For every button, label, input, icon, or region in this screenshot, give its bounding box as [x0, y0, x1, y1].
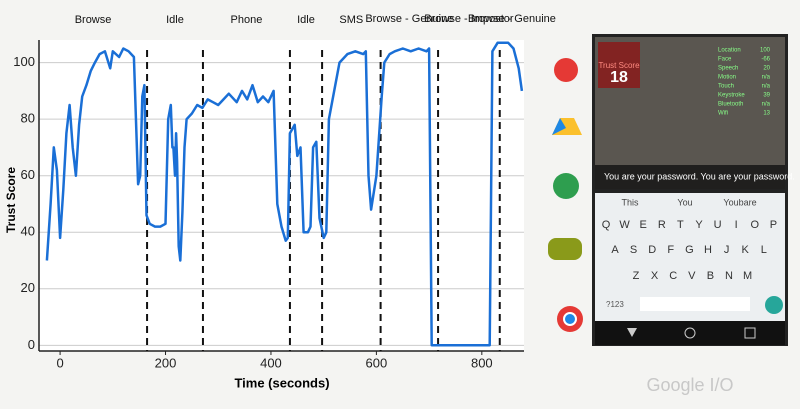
y-tick-label: 40 — [21, 224, 35, 239]
score-box — [598, 42, 640, 88]
key: A — [611, 244, 619, 256]
key: Y — [695, 219, 703, 231]
x-axis-label: Time (seconds) — [234, 375, 329, 390]
stat-name: Speech — [718, 66, 738, 72]
x-tick-label: 400 — [260, 355, 282, 370]
phase-label: Browse — [75, 14, 112, 26]
key: Q — [602, 219, 611, 231]
key: Z — [633, 270, 640, 282]
stat-name: Face — [718, 57, 732, 63]
phase-label: Phone — [231, 14, 263, 26]
stat-name: Bluetooth — [718, 102, 743, 108]
overlay-title: Trust Score — [598, 61, 640, 70]
enter-key — [765, 296, 783, 314]
symbols-key: ?123 — [606, 300, 624, 309]
y-tick-label: 0 — [28, 337, 35, 352]
suggestion: This — [621, 197, 639, 207]
x-tick-label: 600 — [366, 355, 388, 370]
stat-value: 39 — [763, 93, 770, 99]
y-tick-label: 80 — [21, 111, 35, 126]
phase-label: Idle — [297, 14, 315, 26]
stat-name: Touch — [718, 84, 734, 90]
key: V — [688, 270, 696, 282]
key: W — [619, 219, 630, 231]
key: X — [651, 270, 659, 282]
stat-name: Motion — [718, 75, 736, 81]
icon — [552, 118, 566, 135]
y-tick-label: 20 — [21, 280, 35, 295]
phase-label: Browse - Impostor — [424, 13, 514, 25]
nav-back — [627, 328, 637, 337]
key: C — [669, 270, 677, 282]
stat-value: 100 — [760, 48, 771, 54]
trust-line — [45, 41, 524, 347]
key: M — [743, 270, 752, 282]
caption-bar — [595, 165, 785, 189]
key: U — [714, 219, 722, 231]
stat-value: n/a — [762, 75, 771, 81]
key: N — [725, 270, 733, 282]
key: O — [751, 219, 760, 231]
key: S — [630, 244, 637, 256]
stat-name: Wifi — [718, 111, 728, 117]
suggestion: You — [677, 197, 692, 207]
phase-label: Idle — [166, 14, 184, 26]
key: T — [677, 219, 684, 231]
key: H — [704, 244, 712, 256]
key: J — [724, 244, 730, 256]
stat-value: -66 — [761, 57, 770, 63]
stat-value: n/a — [762, 84, 771, 90]
stat-value: 20 — [763, 66, 770, 72]
phone: Trust Score 18 You are your password. Yo… — [592, 34, 795, 346]
app-icons — [548, 58, 583, 332]
icon — [548, 238, 582, 260]
key: I — [735, 219, 738, 231]
key: F — [667, 244, 674, 256]
phase-label: SMS — [339, 14, 363, 26]
key: R — [658, 219, 666, 231]
key: B — [707, 270, 714, 282]
y-tick-label: 60 — [21, 167, 35, 182]
x-tick-label: 200 — [155, 355, 177, 370]
y-axis-label: Trust Score — [4, 167, 18, 233]
nav-home — [684, 327, 696, 339]
stat-name: Location — [718, 48, 741, 54]
key: L — [761, 244, 767, 256]
plot-area — [39, 40, 524, 351]
key: K — [742, 244, 750, 256]
icon — [563, 312, 577, 326]
x-tick-label: 800 — [471, 355, 493, 370]
nav-bar — [595, 321, 785, 345]
space-key — [640, 297, 750, 311]
phase-label: Browse - Genuine — [468, 13, 556, 25]
key: D — [648, 244, 656, 256]
stat-value: 13 — [763, 111, 770, 117]
key: G — [685, 244, 694, 256]
nav-recent — [744, 327, 756, 339]
trust-score: 18 — [610, 69, 628, 86]
suggestion: Youbare — [723, 197, 756, 207]
watermark: Google I/O — [646, 375, 733, 395]
phase-label: Browse - Genuine — [365, 13, 453, 25]
caption: You are your password. You are your pass… — [604, 171, 795, 181]
x-tick-label: 0 — [56, 355, 63, 370]
key: E — [640, 219, 647, 231]
icon — [553, 173, 579, 199]
icon — [554, 58, 578, 82]
stat-name: Keystroke — [718, 93, 745, 99]
stat-value: n/a — [762, 102, 771, 108]
y-tick-label: 100 — [13, 54, 35, 69]
key: P — [770, 219, 777, 231]
